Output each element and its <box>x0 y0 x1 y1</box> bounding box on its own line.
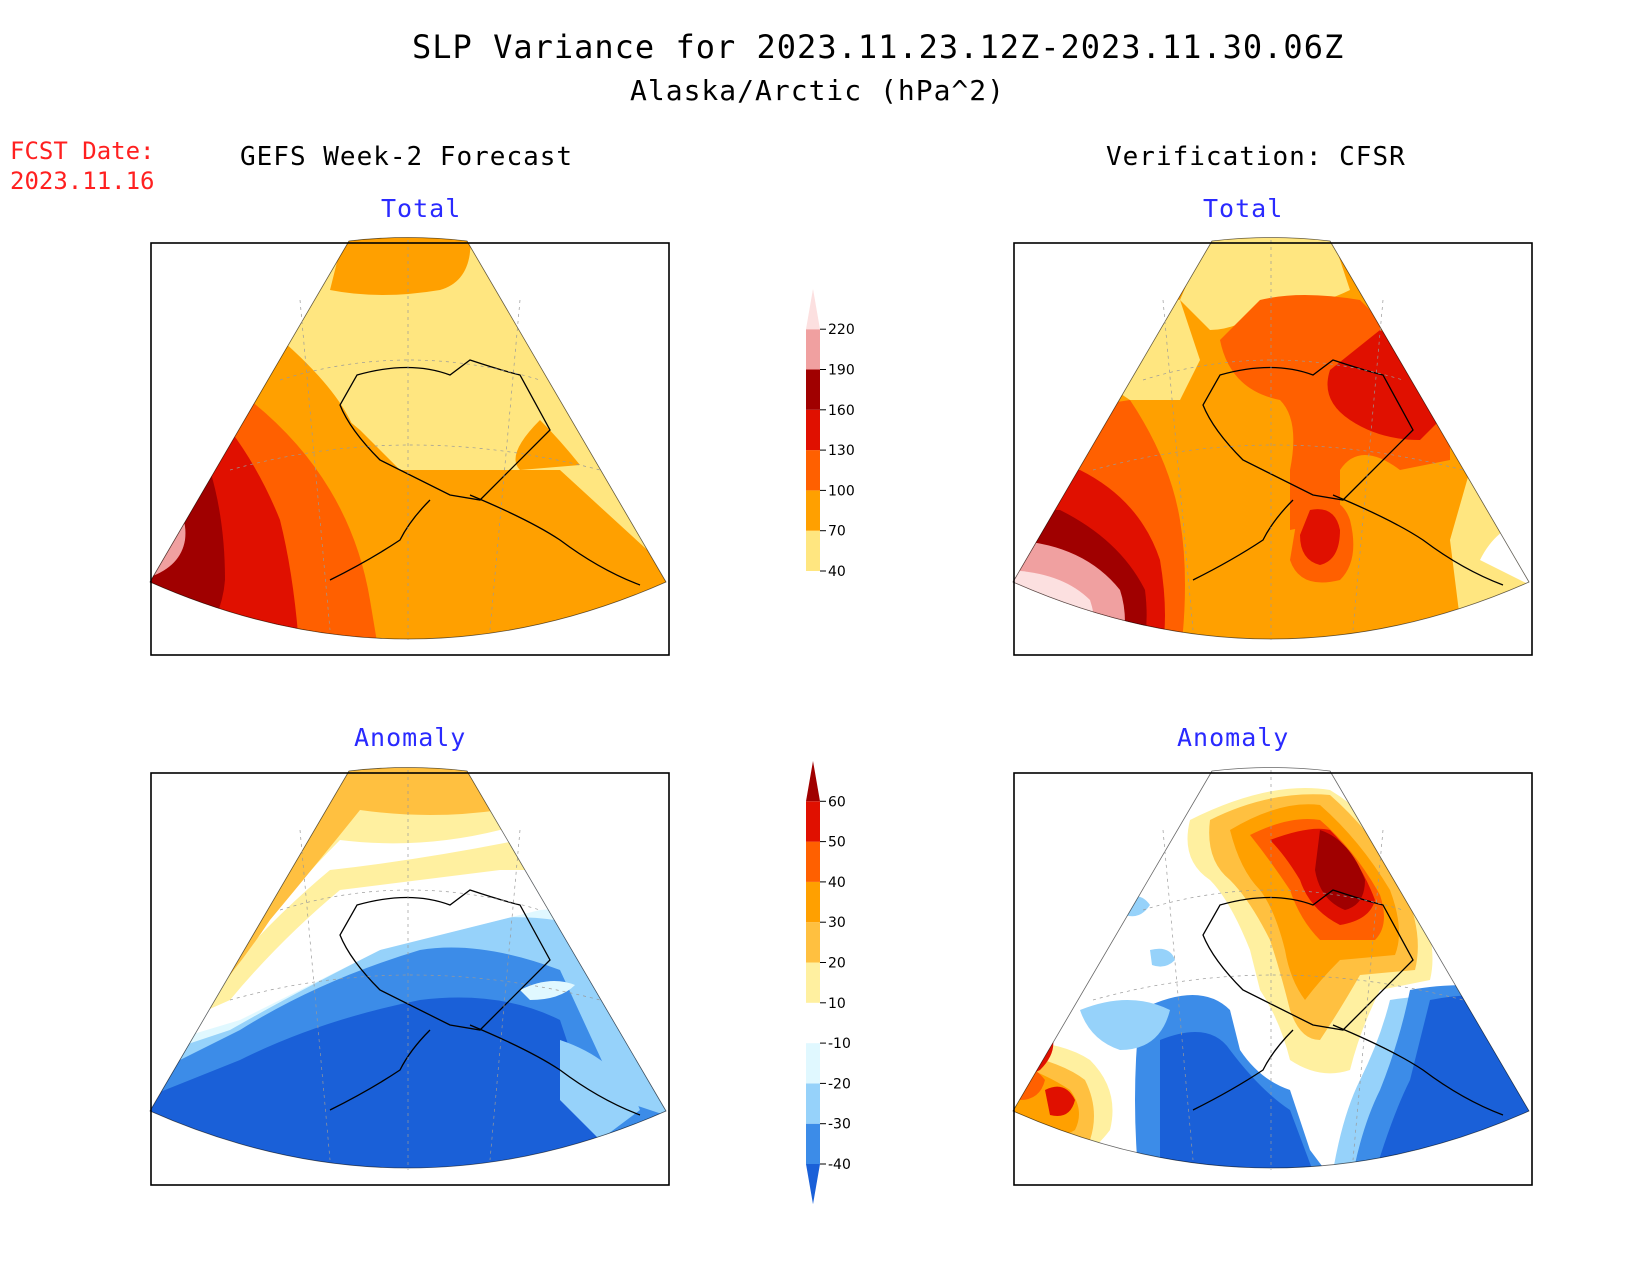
page-title: SLP Variance for 2023.11.23.12Z-2023.11.… <box>412 28 1345 66</box>
colorbar-total-swatch <box>806 329 820 370</box>
colorbar-total-swatch <box>806 409 820 451</box>
colorbar-anomaly-tick-label: 10 <box>828 996 846 1012</box>
colorbar-anomaly-tick-label: -30 <box>828 1117 851 1133</box>
colorbar-total-tick-label: 220 <box>828 322 855 338</box>
colorbar-anomaly-top-extension <box>806 761 820 802</box>
column-title-verification: Verification: CFSR <box>1106 142 1406 172</box>
fcst-date-value: 2023.11.16 <box>10 167 155 195</box>
colorbar-anomaly-bottom-extension <box>806 1164 820 1205</box>
colorbar-anomaly-swatch <box>806 962 820 1003</box>
colorbar-total: 40 70 100 130 160 190 220 <box>806 288 855 612</box>
colorbar-anomaly-tick-label: -40 <box>828 1157 851 1173</box>
colorbar-total-top-extension <box>806 288 820 330</box>
page-subtitle: Alaska/Arctic (hPa^2) <box>630 74 1006 107</box>
colorbar-total-swatch <box>806 450 820 491</box>
colorbar-total-tick-label: 70 <box>828 524 846 540</box>
colorbar-total-tick-label: 40 <box>828 564 846 580</box>
colorbar-anomaly-swatch <box>806 841 820 882</box>
colorbar-anomaly: -40 -30 -20 -10 10 20 30 40 50 60 <box>806 761 851 1205</box>
colorbar-total-swatch <box>806 530 820 571</box>
colorbar-total-tick-label: 100 <box>828 483 855 499</box>
colorbar-anomaly-tick-label: 50 <box>828 835 846 851</box>
colorbar-anomaly-swatch <box>806 1123 820 1164</box>
colorbar-anomaly-swatch <box>806 1083 820 1124</box>
column-title-forecast: GEFS Week-2 Forecast <box>240 142 574 172</box>
colorbar-anomaly-tick-label: 30 <box>828 915 846 931</box>
panel-title-verification-anomaly: Anomaly <box>1177 723 1290 752</box>
colorbar-anomaly-swatch <box>806 1002 820 1044</box>
colorbar-total-tick-label: 160 <box>828 403 855 419</box>
colorbar-anomaly-tick-label: 60 <box>828 794 846 810</box>
panel-title-forecast-anomaly: Anomaly <box>354 723 467 752</box>
colorbar-anomaly-swatch <box>806 801 820 842</box>
fcst-date-label: FCST Date: <box>10 137 155 165</box>
colorbar-total-tick-label: 130 <box>828 443 855 459</box>
colorbar-total-swatch <box>806 369 820 410</box>
colorbar-anomaly-tick-label: -20 <box>828 1076 851 1092</box>
map-verification-anomaly <box>1012 767 1533 1186</box>
colorbar-total-tick-label: 190 <box>828 363 855 379</box>
colorbar-total-swatch <box>806 490 820 531</box>
map-verification-total <box>1012 237 1533 656</box>
colorbar-anomaly-swatch <box>806 1043 820 1084</box>
panel-title-forecast-total: Total <box>381 194 462 223</box>
colorbar-anomaly-swatch <box>806 881 820 923</box>
colorbar-anomaly-tick-label: -10 <box>828 1036 851 1052</box>
map-forecast-anomaly <box>149 767 670 1186</box>
map-forecast-total <box>149 237 670 656</box>
colorbar-total-bottom-extension <box>806 571 820 612</box>
panel-title-verification-total: Total <box>1203 194 1284 223</box>
colorbar-anomaly-tick-label: 20 <box>828 956 846 972</box>
colorbar-anomaly-swatch <box>806 922 820 963</box>
colorbar-anomaly-tick-label: 40 <box>828 875 846 891</box>
